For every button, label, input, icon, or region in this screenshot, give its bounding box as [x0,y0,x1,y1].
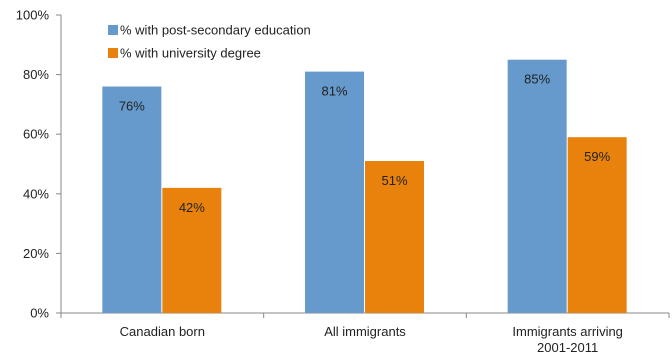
x-tick-label: Immigrants arriving 2001-2011 [512,324,623,355]
y-axis: 0% 20% 40% 60% 80% 100% [16,8,62,321]
bar [305,71,364,314]
y-tick-label: 60% [23,127,49,142]
data-label: 85% [524,72,550,87]
bar [365,161,424,313]
bar [507,59,567,314]
bar [162,187,222,313]
y-tick-label: 0% [30,306,49,321]
y-tick-label: 20% [23,246,49,261]
data-label: 76% [119,99,145,114]
y-tick-label: 40% [23,186,49,201]
x-axis: Canadian born All immigrants Immigrants ar… [60,312,670,355]
legend-swatch [108,48,118,58]
legend: % with post-secondary education % with un… [108,23,311,61]
x-tick-label: All immigrants [324,324,406,339]
data-label: 81% [321,84,347,99]
data-label: 42% [179,200,205,215]
bar [567,137,627,313]
y-tick-label: 100% [16,8,50,23]
bars: 76% 42% 81% 51% 85% 59% [102,59,627,314]
legend-label: % with university degree [120,46,261,61]
legend-label: % with post-secondary education [120,23,311,38]
y-tick-label: 80% [23,67,49,82]
data-label: 51% [381,173,407,188]
legend-swatch [108,25,118,35]
bar [102,86,162,314]
x-tick-label: Canadian born [120,324,205,339]
data-label: 59% [584,149,610,164]
